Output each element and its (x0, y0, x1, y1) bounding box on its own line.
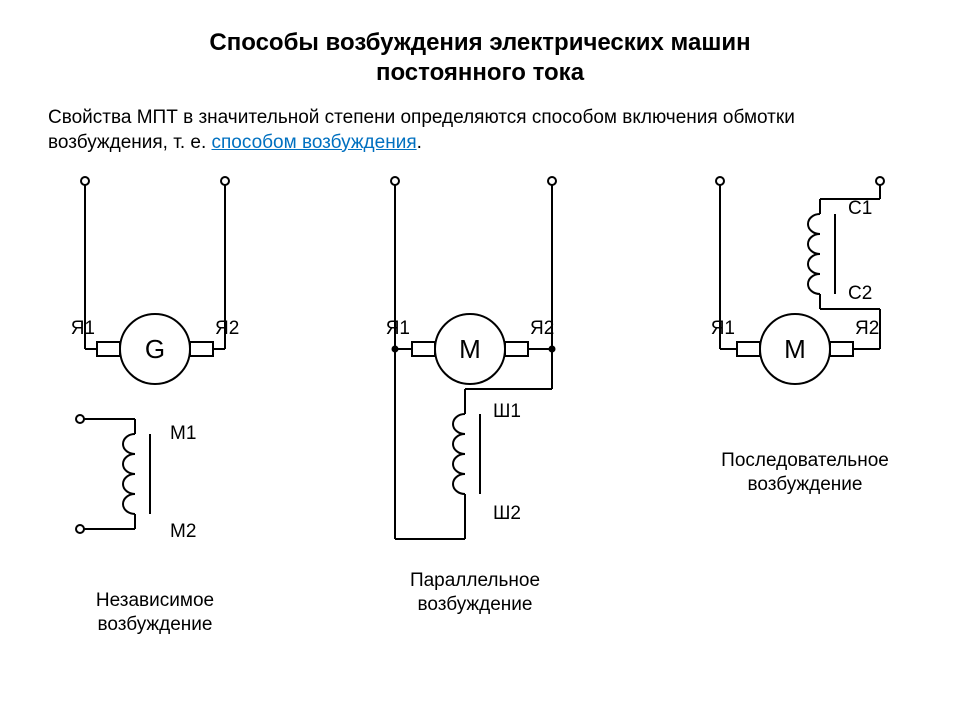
brush-left (737, 342, 760, 356)
machine-letter: G (145, 334, 165, 364)
open-terminal (81, 177, 89, 185)
caption-independent: Независимое возбуждение (60, 589, 250, 637)
open-terminal (76, 415, 84, 423)
brush-left (412, 342, 435, 356)
brush-left (97, 342, 120, 356)
title-line1: Способы возбуждения электрических машин (209, 29, 750, 56)
coil-bottom-label: С2 (848, 283, 872, 304)
caption-line1: Независимое (96, 590, 214, 611)
intro-text: Свойства МПТ в значительной степени опре… (0, 88, 960, 155)
coil-turn (123, 454, 135, 474)
coil-top-label: Ш1 (493, 401, 521, 422)
intro-tail: . (417, 132, 422, 153)
terminal-right-label: Я2 (855, 318, 879, 339)
diagram-area: G Я1 Я2 М1 М2 M (0, 159, 960, 704)
machine-letter: M (784, 334, 806, 364)
coil-bottom-label: М2 (170, 521, 196, 542)
coil-top-label: С1 (848, 198, 872, 219)
coil-turn (123, 494, 135, 514)
caption-line2: возбуждение (418, 594, 533, 615)
terminal-left-label: Я1 (711, 318, 735, 339)
coil-top-label: М1 (170, 423, 196, 444)
machine-letter: M (459, 334, 481, 364)
diagram-independent: G Я1 Я2 М1 М2 (71, 177, 240, 542)
diagram-series: M Я1 Я2 С1 С2 (711, 177, 884, 384)
page-title: Способы возбуждения электрических машин … (0, 0, 960, 88)
coil-turn (123, 434, 135, 454)
open-terminal (391, 177, 399, 185)
coil-bottom-label: Ш2 (493, 503, 521, 524)
open-terminal (716, 177, 724, 185)
caption-line1: Параллельное (410, 570, 540, 591)
terminal-right-label: Я2 (530, 318, 554, 339)
coil-turn (123, 474, 135, 494)
brush-right (830, 342, 853, 356)
caption-line2: возбуждение (748, 474, 863, 495)
caption-parallel: Параллельное возбуждение (375, 569, 575, 617)
brush-right (505, 342, 528, 356)
title-line2: постоянного тока (376, 59, 584, 86)
terminal-right-label: Я2 (215, 318, 239, 339)
open-terminal (76, 525, 84, 533)
open-terminal (221, 177, 229, 185)
caption-series: Последовательное возбуждение (695, 449, 915, 497)
open-terminal (876, 177, 884, 185)
brush-right (190, 342, 213, 356)
caption-line2: возбуждение (98, 614, 213, 635)
terminal-left-label: Я1 (386, 318, 410, 339)
open-terminal (548, 177, 556, 185)
terminal-left-label: Я1 (71, 318, 95, 339)
intro-link: способом возбуждения (212, 132, 417, 153)
diagram-parallel: M Я1 Я2 Ш1 Ш2 (386, 177, 556, 539)
caption-line1: Последовательное (721, 450, 889, 471)
